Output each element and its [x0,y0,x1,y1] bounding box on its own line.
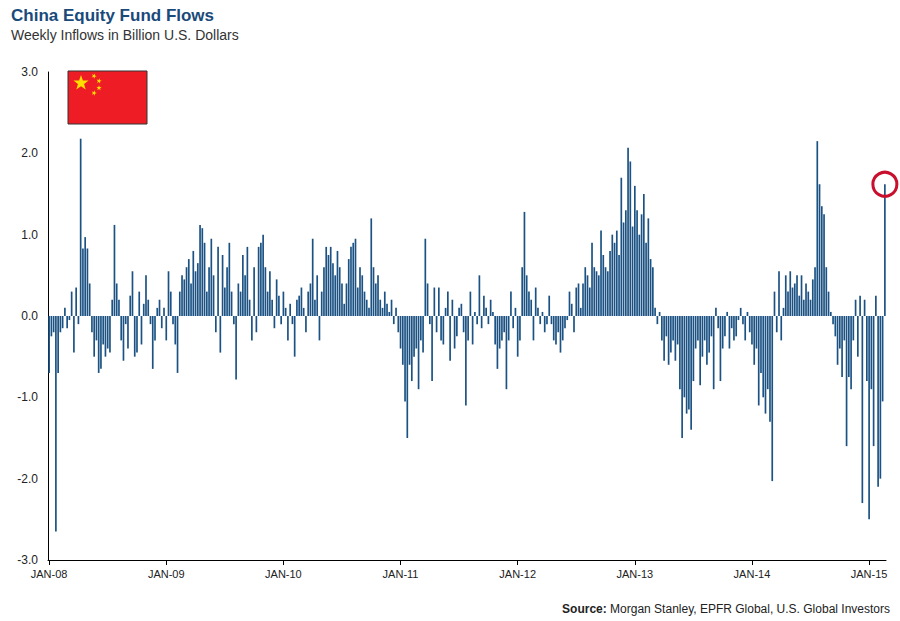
svg-text:JAN-12: JAN-12 [499,568,536,580]
svg-text:-1.0: -1.0 [17,390,38,404]
svg-text:0.0: 0.0 [21,309,38,323]
svg-text:2.0: 2.0 [21,146,38,160]
svg-text:1.0: 1.0 [21,228,38,242]
svg-text:3.0: 3.0 [21,65,38,79]
svg-text:Weekly Inflows in Billion U.S.: Weekly Inflows in Billion U.S. Dollars [11,27,239,43]
svg-text:Source:: Source: [562,602,607,616]
svg-text:JAN-15: JAN-15 [851,568,888,580]
svg-text:China Equity Fund Flows: China Equity Fund Flows [11,6,214,25]
svg-text:JAN-14: JAN-14 [734,568,771,580]
svg-text:Morgan Stanley, EPFR Global, U: Morgan Stanley, EPFR Global, U.S. Global… [607,602,890,616]
svg-text:JAN-10: JAN-10 [265,568,302,580]
svg-text:JAN-13: JAN-13 [616,568,653,580]
svg-text:JAN-09: JAN-09 [148,568,185,580]
svg-text:JAN-11: JAN-11 [383,568,419,580]
svg-text:-2.0: -2.0 [17,472,38,486]
svg-text:-3.0: -3.0 [17,553,38,567]
svg-text:JAN-08: JAN-08 [31,568,68,580]
